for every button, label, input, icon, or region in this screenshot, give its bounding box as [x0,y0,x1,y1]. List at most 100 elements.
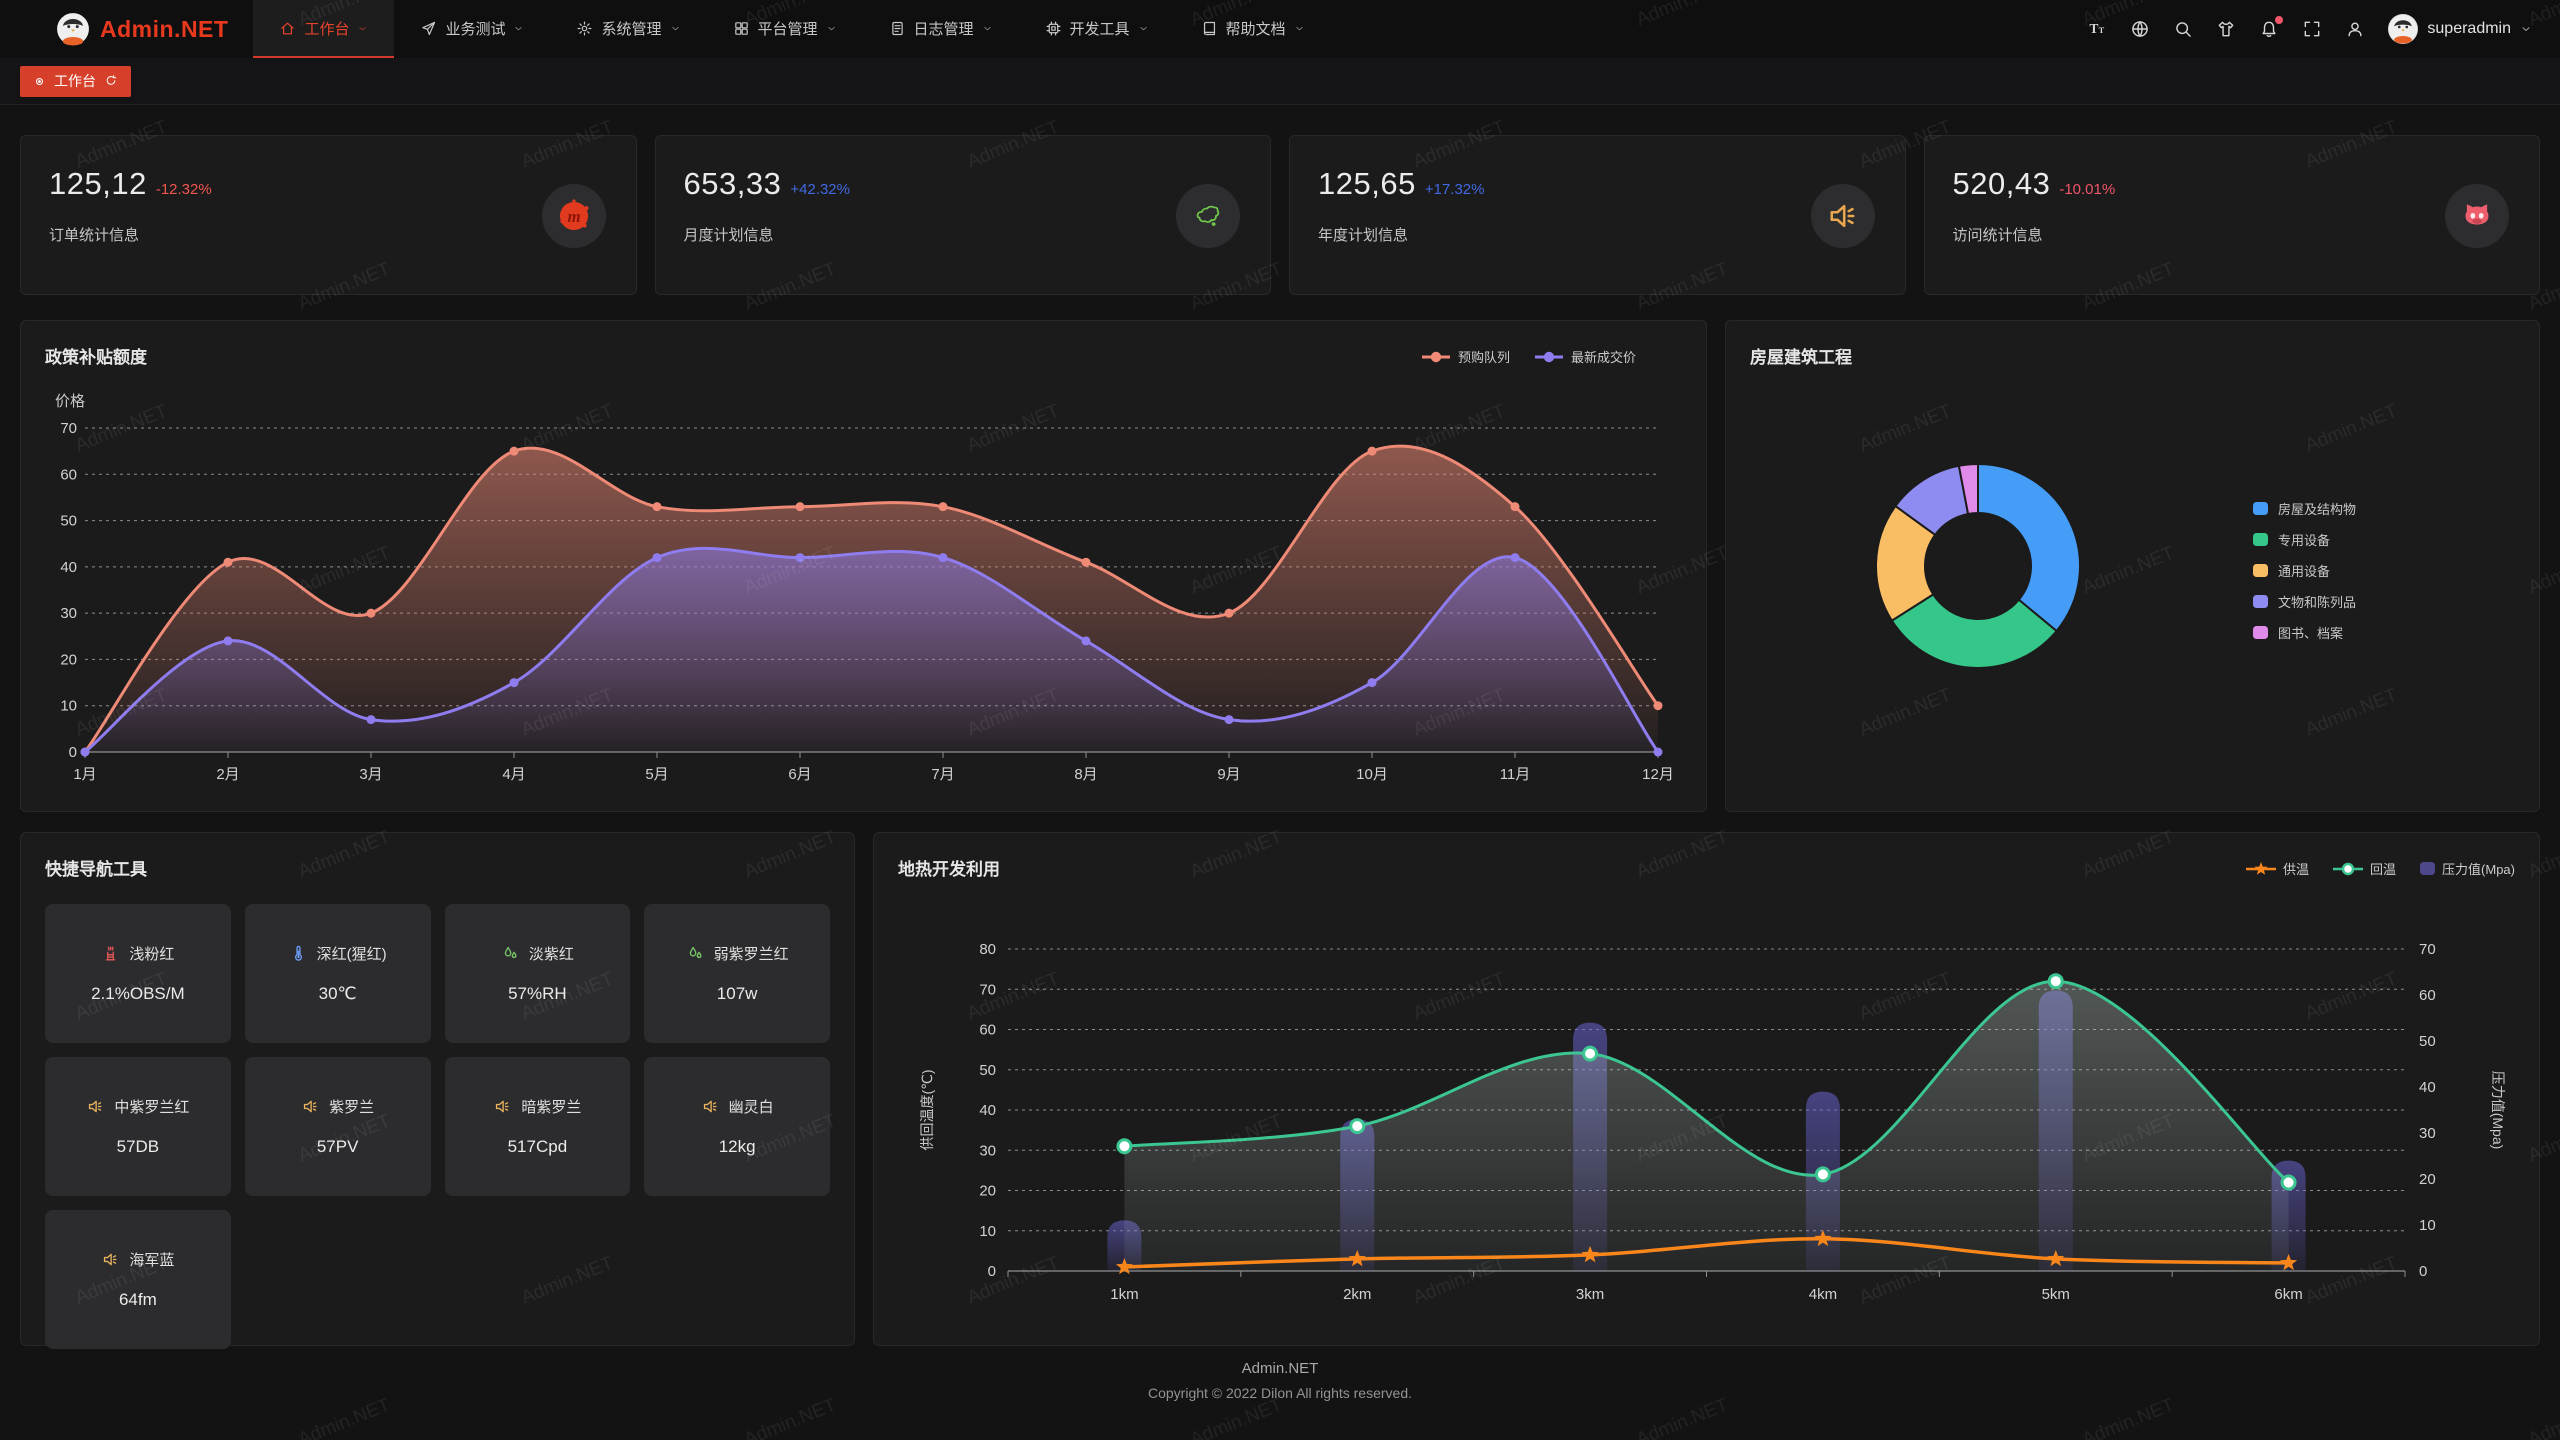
shortcut-label: 紫罗兰 [329,1099,375,1116]
shortcut-3[interactable]: 淡紫红 57%RH [444,904,631,1043]
chevron-down-icon [1294,23,1305,34]
legend-label: 回温 [2370,862,2397,877]
shortcut-label: 弱紫罗兰红 [713,946,789,963]
svg-text:10: 10 [60,698,77,715]
refresh-icon[interactable] [104,74,118,88]
shortcut-6[interactable]: 紫罗兰 57PV [244,1057,431,1196]
shortcut-grid: 浅粉红 2.1%OBS/M 深红(猩红) 30℃ 淡紫红 57%RH 弱紫罗兰红 107w 中紫… [45,904,830,1349]
legend-item-压力值(Mpa)[interactable]: 压力值(Mpa) [2420,859,2515,878]
legend-item-回温[interactable]: 回温 [2333,859,2396,878]
svg-text:20: 20 [60,651,77,668]
legend-label: 压力值(Mpa) [2442,862,2515,877]
theme-icon[interactable] [2216,19,2236,39]
nav-item-4[interactable]: 平台管理 [707,0,863,58]
svg-text:10: 10 [979,1223,996,1240]
svg-text:11月: 11月 [1500,766,1531,783]
legend-item-通用设备[interactable]: 通用设备 [2253,561,2356,580]
nav-item-3[interactable]: 系统管理 [550,0,706,58]
legend-item-文物和陈列品[interactable]: 文物和陈列品 [2253,592,2356,611]
shortcut-8[interactable]: 幽灵白 12kg [644,1057,830,1196]
panel-geothermal: 地热开发利用 供温 回温 压力值(Mpa) 0 10 20 30 40 50 60 70 80 0 10… [873,832,2540,1346]
legend-item-预购队列[interactable]: 预购队列 [1421,347,1510,366]
shortcut-label: 深红(猩红) [316,946,387,963]
legend-item-房屋及结构物[interactable]: 房屋及结构物 [2253,499,2356,518]
main-menu: 工作台 业务测试 系统管理 平台管理 日志管理 开发工具 帮助文档 [253,0,1330,58]
shortcut-value: 517Cpd [507,1137,568,1156]
tab-workbench[interactable]: 工作台 [20,65,131,97]
svg-text:2km: 2km [1343,1286,1371,1303]
shortcut-7[interactable]: 暗紫罗兰 517Cpd [444,1057,631,1196]
user-icon[interactable] [2345,19,2365,39]
nav-item-label: 平台管理 [757,20,818,38]
legend-item-供温[interactable]: 供温 [2246,859,2309,878]
shortcut-value: 64fm [118,1290,157,1309]
shortcut-label: 浅粉红 [129,946,175,963]
legend-label: 通用设备 [2278,564,2331,579]
svg-text:3月: 3月 [359,766,382,783]
legend-item-最新成交价[interactable]: 最新成交价 [1534,347,1636,366]
china-map-icon [1176,184,1240,248]
svg-text:10月: 10月 [1356,766,1388,783]
horn-icon [1810,184,1875,248]
avatar [2388,14,2419,44]
svg-text:40: 40 [60,559,77,576]
brand-logo[interactable]: Admin.NET [56,0,228,58]
shortcut-9[interactable]: 海军蓝 64fm [45,1210,231,1349]
tab-label: 工作台 [54,73,96,89]
user-menu[interactable]: superadmin [2388,14,2532,44]
legend-swatch [2253,502,2268,515]
svg-text:50: 50 [979,1062,996,1079]
legend-label: 最新成交价 [1570,350,1636,365]
nav-item-label: 工作台 [304,20,350,38]
nav-item-1[interactable]: 工作台 [253,0,395,58]
nav-item-5[interactable]: 日志管理 [863,0,1019,58]
svg-text:60: 60 [979,1022,996,1039]
shortcut-value: 57DB [116,1137,160,1156]
watermark-text: Admin.NET [1187,1394,1286,1440]
panel-title: 政策补贴额度 [45,348,147,367]
fullscreen-icon[interactable] [2302,19,2322,39]
shortcut-value: 57%RH [508,984,567,1003]
watermark-text: Admin.NET [2525,1394,2560,1440]
nav-item-6[interactable]: 开发工具 [1019,0,1175,58]
legend-swatch [2253,564,2268,577]
geothermal-legend: 供温 回温 压力值(Mpa) [2246,859,2515,878]
language-icon[interactable] [2130,19,2150,39]
shortcut-value: 57PV [316,1137,359,1156]
shortcut-value: 107w [716,984,758,1003]
stat-delta: +42.32% [790,181,850,198]
svg-text:T: T [2099,26,2105,35]
shortcut-label: 海军蓝 [129,1252,175,1269]
svg-text:9月: 9月 [1217,766,1240,783]
geothermal-chart: 0 10 20 30 40 50 60 70 80 0 10 20 30 40 50 60 70 1km 2km 3k… [919,941,2506,1303]
svg-text:50: 50 [60,513,77,530]
stat-card-2: 653,33 +42.32% 月度计划信息 [654,135,1271,295]
shortcut-4[interactable]: 弱紫罗兰红 107w [644,904,830,1043]
stat-cards-row: 125,12 -12.32% 订单统计信息 m 653,33 +42.32% 月度计划信息 1… [20,135,2540,295]
nav-item-7[interactable]: 帮助文档 [1175,0,1331,58]
nav-item-2[interactable]: 业务测试 [394,0,550,58]
shortcut-5[interactable]: 中紫罗兰红 57DB [45,1057,231,1196]
username: superadmin [2427,20,2511,37]
watermark-text: Admin.NET [1633,1394,1732,1440]
svg-text:0: 0 [69,744,77,761]
horn-icon [701,1097,720,1116]
legend-label: 专用设备 [2278,533,2331,548]
bottom-row: 快捷导航工具 浅粉红 2.1%OBS/M 深红(猩红) 30℃ 淡紫红 57%RH 弱紫罗兰… [20,832,2540,1349]
legend-item-图书、档案[interactable]: 图书、档案 [2253,623,2356,642]
stat-card-3: 125,65 +17.32% 年度计划信息 [1289,135,1906,295]
bell-icon[interactable] [2259,16,2284,39]
shortcut-2[interactable]: 深红(猩红) 30℃ [244,904,431,1043]
svg-text:60: 60 [2419,987,2436,1004]
chevron-down-icon [1138,23,1149,34]
shortcut-1[interactable]: 浅粉红 2.1%OBS/M [45,904,231,1043]
legend-swatch [2253,626,2268,639]
shortcut-label: 淡紫红 [528,946,574,963]
svg-text:6km: 6km [2274,1286,2302,1303]
search-icon[interactable] [2173,19,2193,39]
horn-icon [301,1097,320,1116]
legend-item-专用设备[interactable]: 专用设备 [2253,530,2356,549]
charts-row: 政策补贴额度 预购队列 最新成交价 价格 0 10 20 30 40 50 60 70 1月 2月 3月… [20,320,2540,812]
legend-label: 图书、档案 [2278,626,2344,641]
